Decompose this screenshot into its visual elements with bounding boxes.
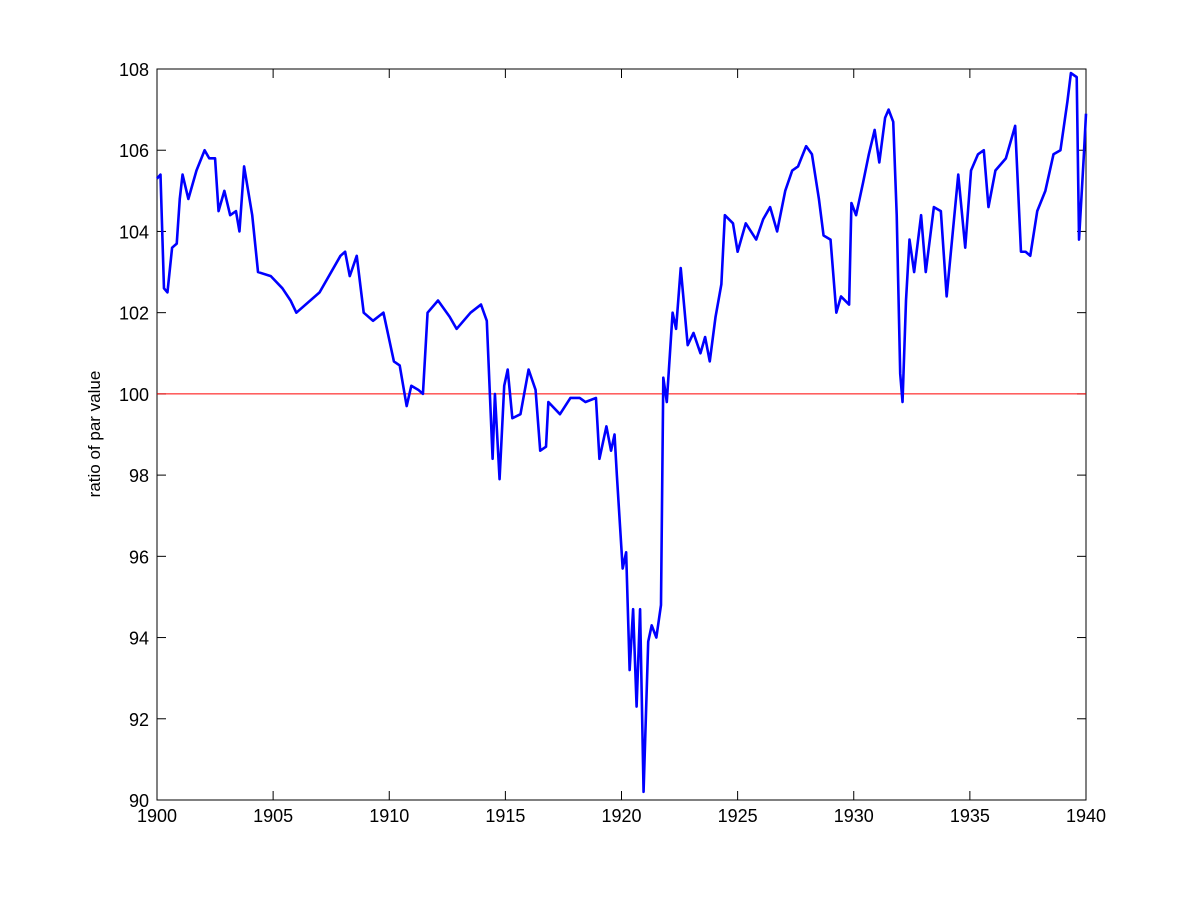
x-tick-label: 1915 [485, 806, 525, 826]
x-tick-label: 1940 [1066, 806, 1106, 826]
y-tick-label: 102 [119, 304, 149, 324]
y-axis-label: ratio of par value [85, 371, 104, 498]
y-tick-label: 92 [129, 710, 149, 730]
y-tick-label: 94 [129, 629, 149, 649]
x-tick-label: 1930 [834, 806, 874, 826]
y-tick-label: 104 [119, 222, 149, 242]
x-tick-label: 1905 [253, 806, 293, 826]
y-tick-label: 96 [129, 547, 149, 567]
y-tick-label: 98 [129, 466, 149, 486]
plot-frame [156, 68, 1087, 801]
data-line [156, 71, 1088, 794]
x-tick-label: 1925 [718, 806, 758, 826]
x-tick-label: 1910 [369, 806, 409, 826]
y-tick-label: 108 [119, 60, 149, 80]
x-tick-label: 1935 [950, 806, 990, 826]
y-tick-label: 90 [129, 791, 149, 811]
y-tick-label: 100 [119, 385, 149, 405]
x-tick-label: 1900 [137, 806, 177, 826]
y-tick-label: 106 [119, 141, 149, 161]
x-tick-label: 1920 [601, 806, 641, 826]
